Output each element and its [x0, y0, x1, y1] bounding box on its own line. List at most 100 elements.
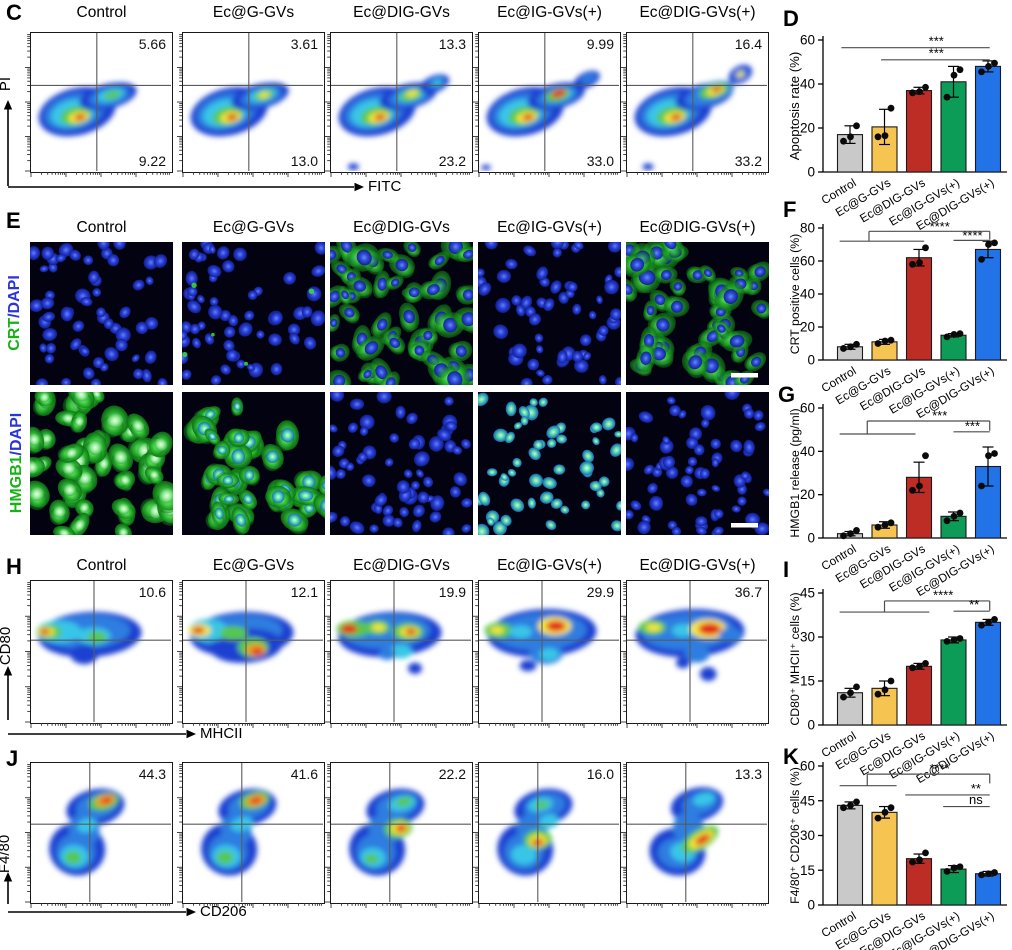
- flow-plot-c-0: 5.66 9.22: [25, 32, 173, 177]
- flow-density-plot: [621, 763, 767, 908]
- flow-density-plot: [177, 763, 323, 908]
- panel-label-h: H: [6, 554, 22, 579]
- fluorescence-image: [330, 242, 473, 385]
- data-dots: [909, 849, 929, 866]
- flow-density-plot: [177, 33, 323, 177]
- micro-image-cyan: [478, 392, 621, 535]
- svg-text:60: 60: [800, 401, 815, 416]
- significance-lines: [839, 420, 991, 435]
- bar-Ec@DIG-GVs: [905, 90, 933, 173]
- data-dots: [978, 869, 998, 879]
- svg-text:40: 40: [800, 444, 815, 459]
- fluorescence-image: [30, 392, 173, 535]
- flow-plot-j-1: 41.6: [177, 762, 325, 908]
- panel-label-f: F: [783, 197, 797, 222]
- data-dots: [943, 66, 964, 101]
- micro-image-crt: [330, 242, 473, 385]
- group-title: Ec@G-GVs: [212, 557, 295, 574]
- bar-Ec@DIG-GVs: [905, 257, 933, 361]
- flow-plot-h-3: 29.9: [473, 580, 621, 728]
- panel-label-j: J: [6, 746, 19, 771]
- quadrant-value-lower-right: 33.0: [586, 153, 614, 169]
- flow-plot-h-4: 36.7: [621, 580, 769, 728]
- data-dots: [909, 660, 929, 672]
- mhcii-axis-arrow: [8, 729, 196, 739]
- data-dots: [840, 340, 860, 352]
- quadrant-value-upper-right: 29.9: [586, 584, 614, 600]
- flow-plot-j-3: 16.0: [473, 762, 621, 908]
- significance-label: ***: [929, 34, 944, 49]
- y-axis-ticks: 0 15 30 45 60: [800, 759, 823, 913]
- y-axis-ticks: 0 20 40 60 80: [800, 221, 823, 368]
- data-dots: [978, 59, 998, 76]
- micro-image-hmgb1_cluster: [182, 392, 325, 535]
- flow-density-plot: [177, 581, 323, 728]
- flow-density-plot: [621, 581, 767, 728]
- y-axis-ticks: 0 15 30 45: [800, 586, 823, 733]
- data-dots: [840, 683, 860, 701]
- flow-density-plot: [325, 33, 471, 177]
- flow-plot-c-3: 9.99 33.0: [473, 32, 621, 177]
- group-title: Ec@IG-GVs(+): [497, 219, 602, 236]
- svg-text:60: 60: [800, 254, 815, 269]
- group-title: Ec@IG-GVs(+): [497, 557, 602, 574]
- panel-label-k: K: [783, 744, 799, 769]
- data-dots: [874, 804, 895, 822]
- crt-sep: /: [5, 313, 23, 318]
- micro-image-dapi2: [626, 392, 769, 535]
- svg-text:60: 60: [800, 33, 815, 48]
- flow-plot-j-4: 13.3: [621, 762, 769, 908]
- group-title: Control: [76, 4, 127, 21]
- pi-axis-arrow: [3, 100, 13, 186]
- significance-lines: [839, 600, 991, 613]
- y-axis-ticks: 0 20 40 60: [800, 401, 823, 546]
- group-title: Ec@G-GVs: [212, 219, 295, 236]
- axis-label-f480: F4/80: [0, 834, 14, 874]
- significance-label: ***: [929, 46, 944, 61]
- panel-label-g: G: [778, 382, 796, 407]
- quadrant-value-upper-right: 41.6: [290, 766, 318, 782]
- data-dots: [978, 450, 998, 490]
- quadrant-value-upper-right: 16.4: [734, 36, 762, 52]
- flow-plot-h-0: 10.6: [25, 580, 173, 728]
- significance-label: **: [971, 781, 981, 796]
- svg-text:0: 0: [807, 718, 815, 733]
- significance-label: ****: [930, 761, 950, 776]
- data-dots: [840, 798, 860, 812]
- group-title: Ec@DIG-GVs(+): [639, 4, 756, 21]
- data-dots: [874, 677, 895, 698]
- flow-plot-j-0: 44.3: [25, 762, 173, 908]
- axis-label-mhcii: MHCII: [200, 725, 243, 742]
- flow-plot-j-2: 22.2: [325, 762, 473, 908]
- svg-text:40: 40: [800, 287, 815, 302]
- svg-text:40: 40: [800, 77, 815, 92]
- data-dots: [943, 330, 964, 341]
- significance-lines: [839, 230, 991, 242]
- svg-text:30: 30: [800, 828, 815, 843]
- bar-Ec@DIG-GVs(+): [974, 621, 1002, 726]
- svg-text:45: 45: [800, 586, 815, 601]
- flow-density-plot: [325, 581, 471, 728]
- group-title: Ec@DIG-GVs: [353, 219, 450, 236]
- bar-Ec@IG-GVs(+): [940, 334, 967, 361]
- data-dots: [909, 452, 929, 494]
- data-dots: [909, 244, 929, 268]
- significance-label: ns: [969, 792, 983, 807]
- significance-lines: [841, 47, 990, 61]
- flow-density-plot: [473, 581, 619, 728]
- stain-label-hmgb1-dapi: HMGB1/DAPI: [8, 413, 26, 513]
- hmgb1-sep: /: [8, 451, 26, 456]
- quadrant-value-upper-right: 16.0: [586, 766, 614, 782]
- flow-plot-h-2: 19.9: [325, 580, 473, 728]
- svg-text:45: 45: [800, 793, 815, 808]
- data-dots: [943, 635, 964, 645]
- y-axis-ticks: 0 20 40 60: [800, 33, 823, 180]
- svg-text:15: 15: [800, 863, 815, 878]
- stain-label-crt-dapi: CRT/DAPI: [5, 275, 23, 351]
- y-axis-title: HMGB1 release (pg/ml): [788, 408, 802, 537]
- group-title: Ec@G-GVs: [212, 4, 295, 21]
- micro-image-dapi_fg: [182, 242, 325, 385]
- flow-density-plot: [25, 33, 171, 177]
